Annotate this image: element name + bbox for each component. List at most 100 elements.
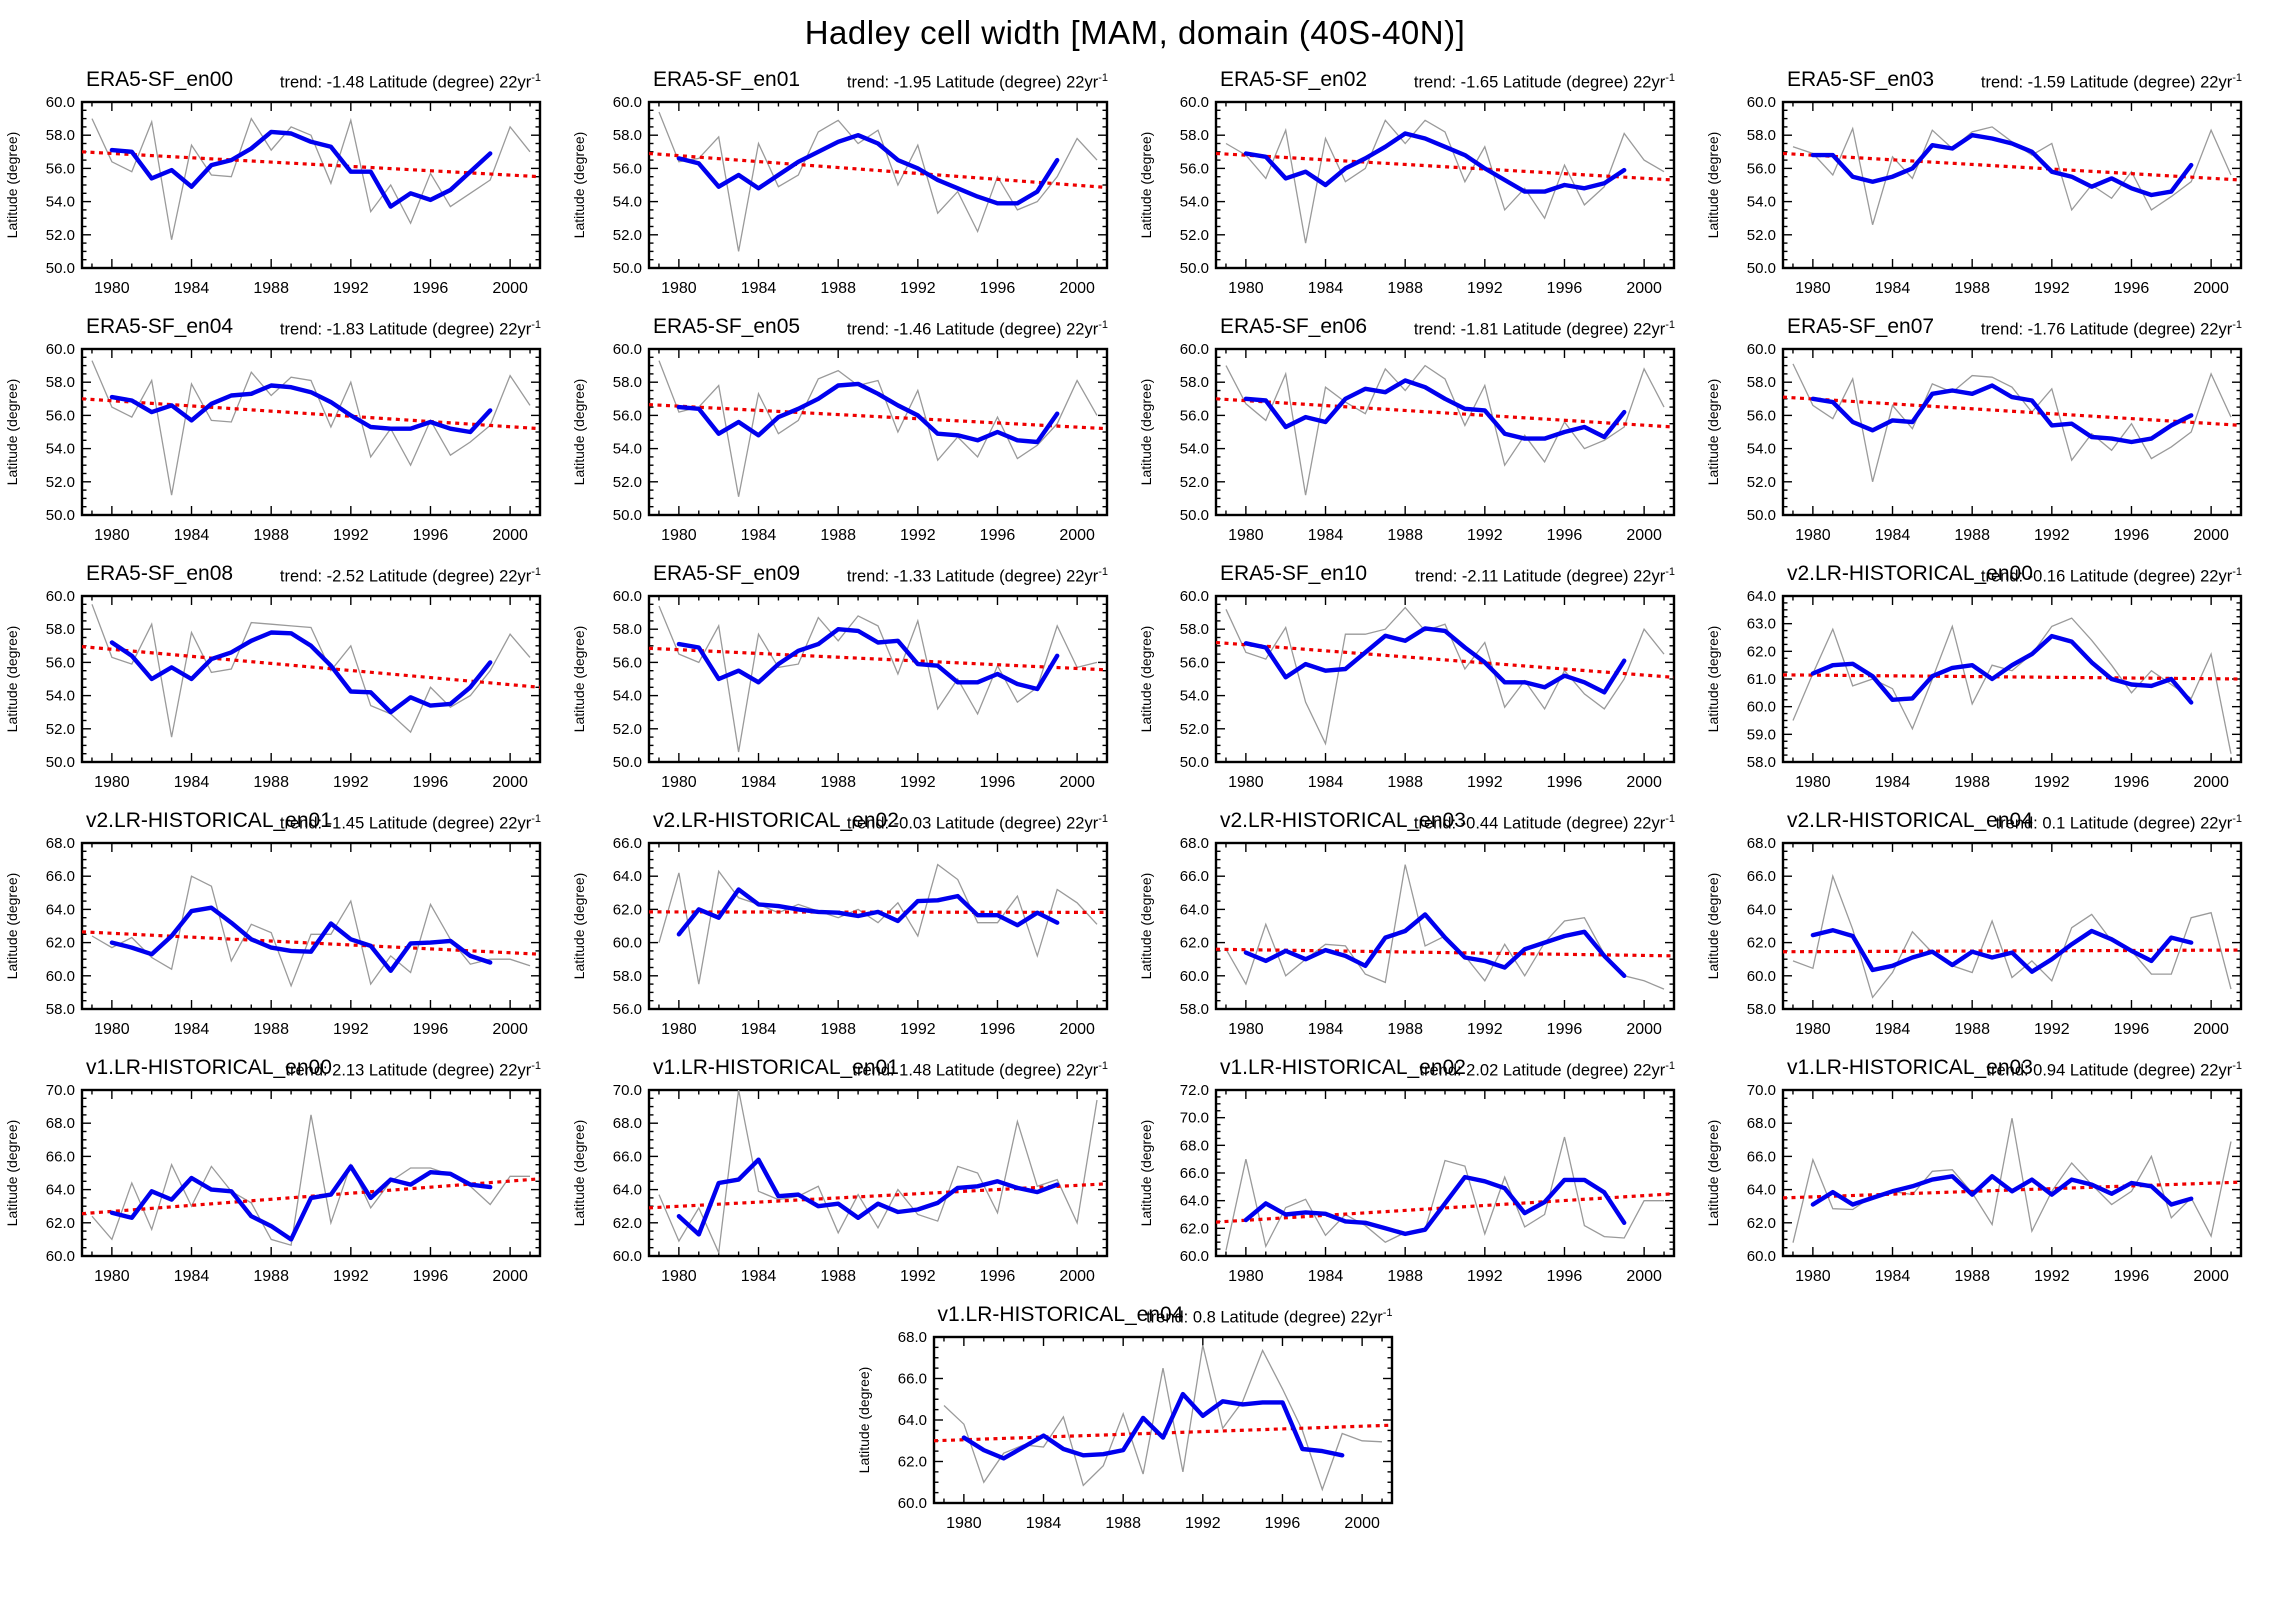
- y-axis-title: Latitude (degree): [4, 379, 20, 486]
- panel-trend-exponent: -1: [1098, 813, 1108, 825]
- panel-title: ERA5-SF_en00: [86, 68, 234, 91]
- y-tick-label: 54.0: [1180, 688, 1209, 705]
- panel-ERA5-SF_en04: ERA5-SF_en04 trend: -1.83 Latitude (degre…: [0, 313, 567, 560]
- x-tick-label: 1984: [1875, 280, 1911, 297]
- panel-ERA5-SF_en09: ERA5-SF_en09 trend: -1.33 Latitude (degre…: [567, 560, 1134, 807]
- x-tick-label: 1996: [2114, 280, 2150, 297]
- trend-line: [649, 403, 1107, 431]
- panel-plot: 50.0 52.0 54.0 56.0 58.0 60.0 1980 1984 1988 1992…: [1138, 94, 1676, 297]
- y-tick-label: 58.0: [1747, 127, 1776, 144]
- y-tick-label: 60.0: [1180, 94, 1209, 111]
- y-tick-label: 60.0: [1747, 341, 1776, 358]
- y-tick-label: 70.0: [1747, 1082, 1776, 1099]
- panel-v2.LR-HISTORICAL_en04: v2.LR-HISTORICAL_en04 trend: 0.1 Latitude…: [1701, 807, 2268, 1054]
- panel-trend-text: trend: 0.94 Latitude (degree) 22yr: [1986, 1061, 2233, 1080]
- panel-title: ERA5-SF_en07: [1787, 315, 1935, 338]
- axis-ticks: [649, 842, 1107, 1010]
- panel-plot: 50.0 52.0 54.0 56.0 58.0 60.0 1980 1984 1988 1992…: [4, 588, 542, 791]
- y-tick-label: 70.0: [1180, 1110, 1209, 1127]
- x-tick-label: 1988: [253, 527, 289, 544]
- raw-series-line: [1792, 617, 2232, 754]
- y-tick-label: 58.0: [46, 1001, 75, 1018]
- x-tick-label: 1984: [741, 774, 777, 791]
- y-tick-label: 52.0: [1747, 474, 1776, 491]
- axis-labels: 60.0 62.0 64.0 66.0 68.0 70.0 1980 1984 1988 1992…: [4, 1082, 528, 1285]
- y-tick-label: 54.0: [613, 688, 642, 705]
- axis-labels: 58.0 60.0 62.0 64.0 66.0 68.0 1980 1984 1988 1992…: [1705, 835, 2229, 1038]
- raw-series-line: [658, 605, 1098, 753]
- series-group: [1783, 873, 2241, 999]
- y-tick-label: 64.0: [46, 901, 75, 918]
- y-tick-label: 62.0: [1747, 1215, 1776, 1232]
- trend-line: [1216, 1192, 1674, 1224]
- y-tick-label: 60.0: [1180, 341, 1209, 358]
- series-group: [1783, 363, 2241, 482]
- axis-ticks: [82, 842, 540, 1010]
- x-tick-label: 1992: [333, 527, 369, 544]
- panel-plot: 58.0 60.0 62.0 64.0 66.0 68.0 1980 1984 1988 1992…: [1705, 835, 2243, 1038]
- panel-trend-label: trend: -1.76 Latitude (degree) 22yr-1: [1981, 319, 2242, 340]
- panel-trend-label: trend: -2.11 Latitude (degree) 22yr-1: [1415, 566, 1675, 587]
- y-tick-label: 52.0: [1180, 721, 1209, 738]
- x-tick-label: 1992: [1467, 1268, 1503, 1285]
- y-tick-label: 56.0: [1180, 407, 1209, 424]
- y-tick-label: 52.0: [1180, 474, 1209, 491]
- x-tick-label: 1980: [661, 280, 697, 297]
- axis-labels: 50.0 52.0 54.0 56.0 58.0 60.0 1980 1984 1988 1992…: [4, 588, 528, 791]
- x-tick-label: 1980: [1795, 1268, 1831, 1285]
- x-tick-label: 2000: [492, 527, 528, 544]
- panel-header: ERA5-SF_en03 trend: -1.59 Latitude (degre…: [1701, 68, 2268, 94]
- x-tick-label: 1992: [900, 280, 936, 297]
- y-tick-label: 56.0: [1747, 160, 1776, 177]
- x-tick-label: 1984: [1875, 527, 1911, 544]
- y-axis-title: Latitude (degree): [1705, 873, 1721, 980]
- series-group: [1783, 126, 2241, 225]
- panel-header: v1.LR-HISTORICAL_en04 trend: 0.8 Latitude…: [852, 1303, 1419, 1329]
- panel-trend-text: trend: 2.13 Latitude (degree) 22yr: [285, 1061, 532, 1080]
- axis-labels: 50.0 52.0 54.0 56.0 58.0 60.0 1980 1984 1988 1992…: [1138, 588, 1662, 791]
- series-group: [649, 863, 1107, 985]
- y-tick-label: 50.0: [1180, 754, 1209, 771]
- x-tick-label: 1992: [333, 1268, 369, 1285]
- smoothed-series-line: [1243, 378, 1627, 441]
- y-tick-label: 50.0: [1180, 507, 1209, 524]
- y-tick-label: 60.0: [46, 588, 75, 605]
- x-tick-label: 1980: [946, 1515, 982, 1532]
- raw-series-line: [658, 863, 1098, 985]
- y-tick-label: 60.0: [613, 935, 642, 952]
- axis-ticks: [649, 1089, 1107, 1257]
- y-tick-label: 70.0: [46, 1082, 75, 1099]
- axis-ticks: [82, 101, 540, 269]
- y-tick-label: 50.0: [46, 507, 75, 524]
- panel-trend-text: trend: -0.03 Latitude (degree) 22yr: [846, 814, 1099, 833]
- x-tick-label: 1984: [1308, 774, 1344, 791]
- panel-trend-text: trend: -0.16 Latitude (degree) 22yr: [1980, 567, 2233, 586]
- panel-trend-exponent: -1: [531, 566, 541, 578]
- plot-frame: [1781, 100, 2243, 270]
- x-tick-label: 1980: [1795, 774, 1831, 791]
- x-tick-label: 1996: [413, 774, 449, 791]
- x-tick-label: 2000: [1626, 1021, 1662, 1038]
- axis-ticks: [1216, 1089, 1674, 1257]
- x-tick-label: 1984: [174, 280, 210, 297]
- y-tick-label: 58.0: [613, 127, 642, 144]
- y-tick-label: 54.0: [46, 194, 75, 211]
- y-axis-title: Latitude (degree): [1138, 873, 1154, 980]
- y-tick-label: 56.0: [46, 654, 75, 671]
- panel-trend-label: trend: -1.59 Latitude (degree) 22yr-1: [1981, 72, 2242, 93]
- y-tick-label: 60.0: [1180, 968, 1209, 985]
- panel-v1.LR-HISTORICAL_en01: v1.LR-HISTORICAL_en01 trend: 1.48 Latitud…: [567, 1054, 1134, 1301]
- panel-trend-text: trend: -1.83 Latitude (degree) 22yr: [279, 320, 532, 339]
- panel-trend-text: trend: -1.65 Latitude (degree) 22yr: [1413, 73, 1666, 92]
- panel-plot: 60.0 62.0 64.0 66.0 68.0 70.0 72.0 1980 1984 1988…: [1138, 1082, 1676, 1285]
- panel-ERA5-SF_en06: ERA5-SF_en06 trend: -1.81 Latitude (degre…: [1134, 313, 1701, 560]
- axis-ticks: [1783, 1089, 2241, 1257]
- smoothed-series-line: [676, 133, 1060, 206]
- x-tick-label: 1992: [900, 774, 936, 791]
- x-tick-label: 1992: [900, 527, 936, 544]
- x-tick-label: 1988: [1387, 527, 1423, 544]
- x-tick-label: 1988: [820, 774, 856, 791]
- panel-trend-text: trend: -1.33 Latitude (degree) 22yr: [846, 567, 1099, 586]
- y-tick-label: 64.0: [1180, 901, 1209, 918]
- x-tick-label: 1988: [253, 774, 289, 791]
